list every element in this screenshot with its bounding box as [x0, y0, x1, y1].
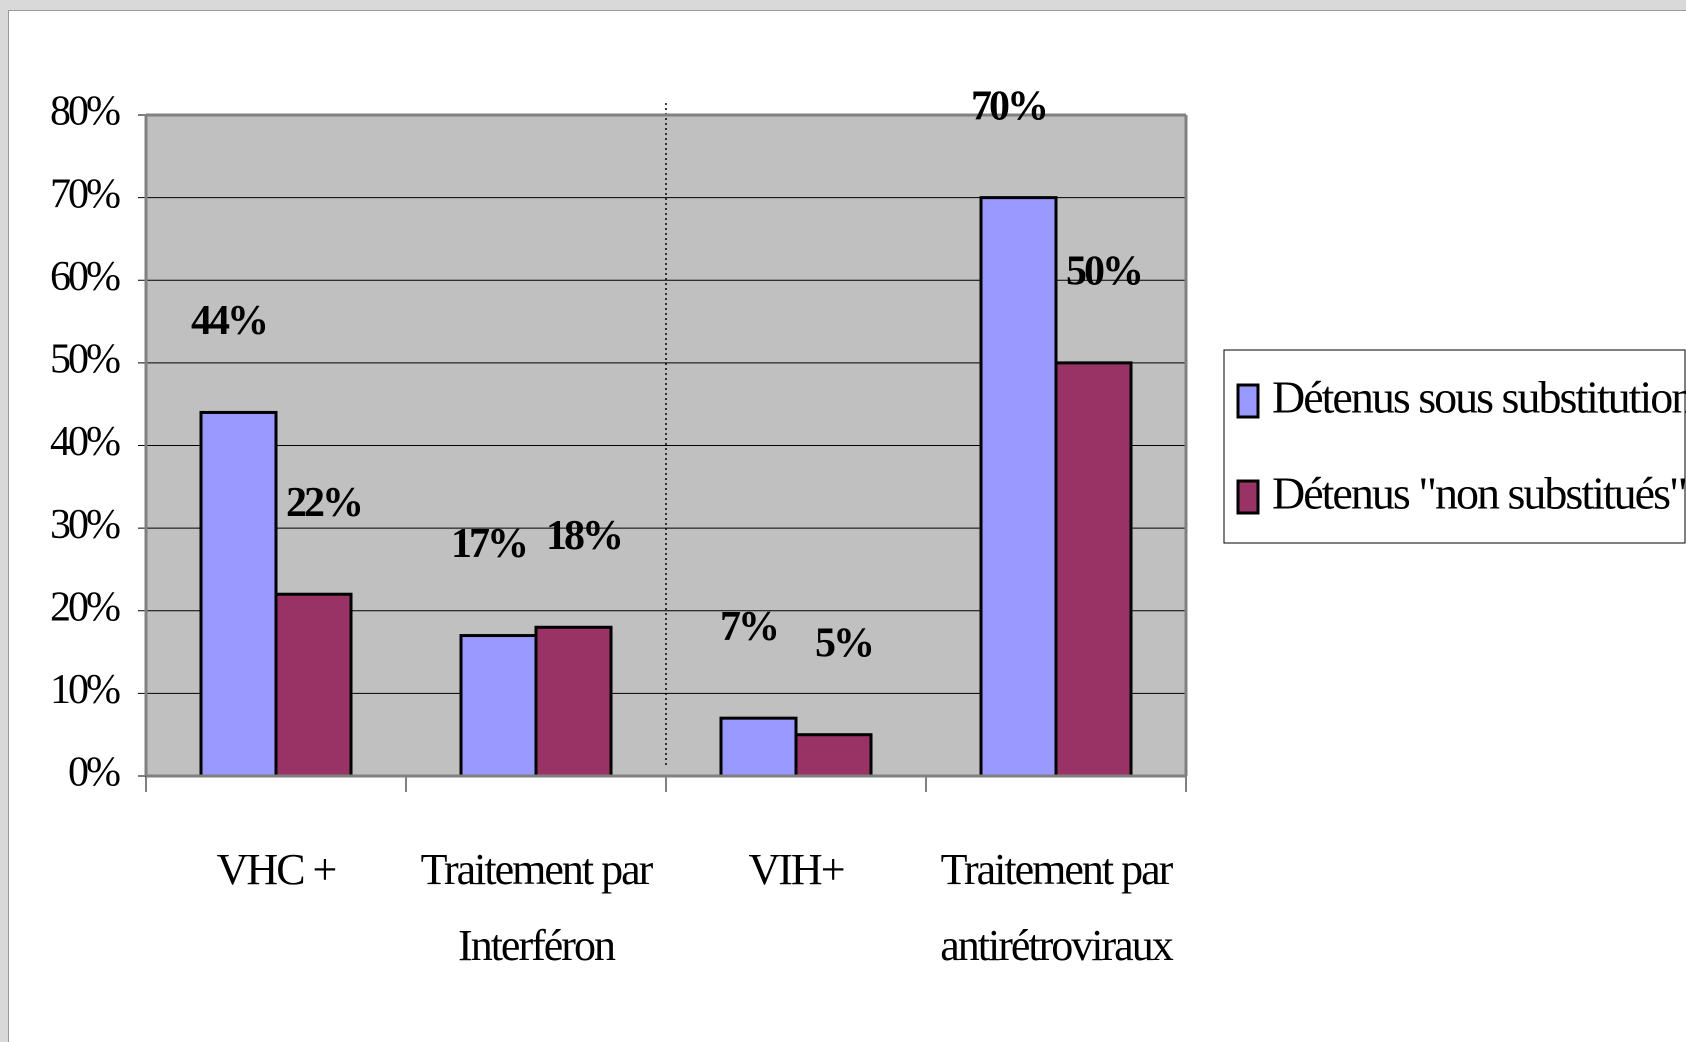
value-label: 5% — [815, 620, 872, 666]
value-label: 70% — [971, 83, 1046, 129]
x-tick-label: VIH+ — [748, 845, 845, 894]
y-tick-label: 30% — [50, 502, 120, 548]
y-tick-label: 10% — [50, 667, 120, 713]
y-tick-label: 50% — [50, 337, 120, 383]
y-tick-label: 60% — [50, 254, 120, 300]
bar — [199, 410, 278, 778]
legend-box — [1223, 349, 1686, 544]
value-label: 44% — [191, 298, 266, 344]
bar — [459, 634, 538, 778]
value-label: 50% — [1066, 249, 1141, 295]
value-label: 17% — [451, 521, 526, 567]
x-tick-label: VHC + — [216, 845, 338, 894]
bar — [794, 733, 873, 778]
y-tick-label: 0% — [68, 750, 120, 796]
legend-label: Détenus sous substitution — [1272, 372, 1686, 423]
legend-swatch — [1236, 479, 1260, 515]
value-label: 22% — [286, 480, 361, 526]
x-tick-label: Traitement par antirétroviraux — [940, 845, 1173, 970]
value-label: 18% — [546, 513, 621, 559]
bar — [534, 625, 613, 778]
y-tick-label: 40% — [50, 419, 120, 465]
y-tick-label: 80% — [50, 89, 120, 135]
bar — [1054, 361, 1133, 778]
bar — [274, 592, 353, 778]
bar — [719, 716, 798, 778]
x-tick-label: Traitement par Interféron — [420, 845, 654, 970]
y-tick-label: 20% — [50, 584, 120, 630]
legend-label: Détenus "non substitués" — [1272, 468, 1686, 519]
y-tick-label: 70% — [50, 171, 120, 217]
bar — [979, 196, 1058, 778]
value-label: 7% — [720, 604, 777, 650]
legend-swatch — [1236, 383, 1260, 419]
